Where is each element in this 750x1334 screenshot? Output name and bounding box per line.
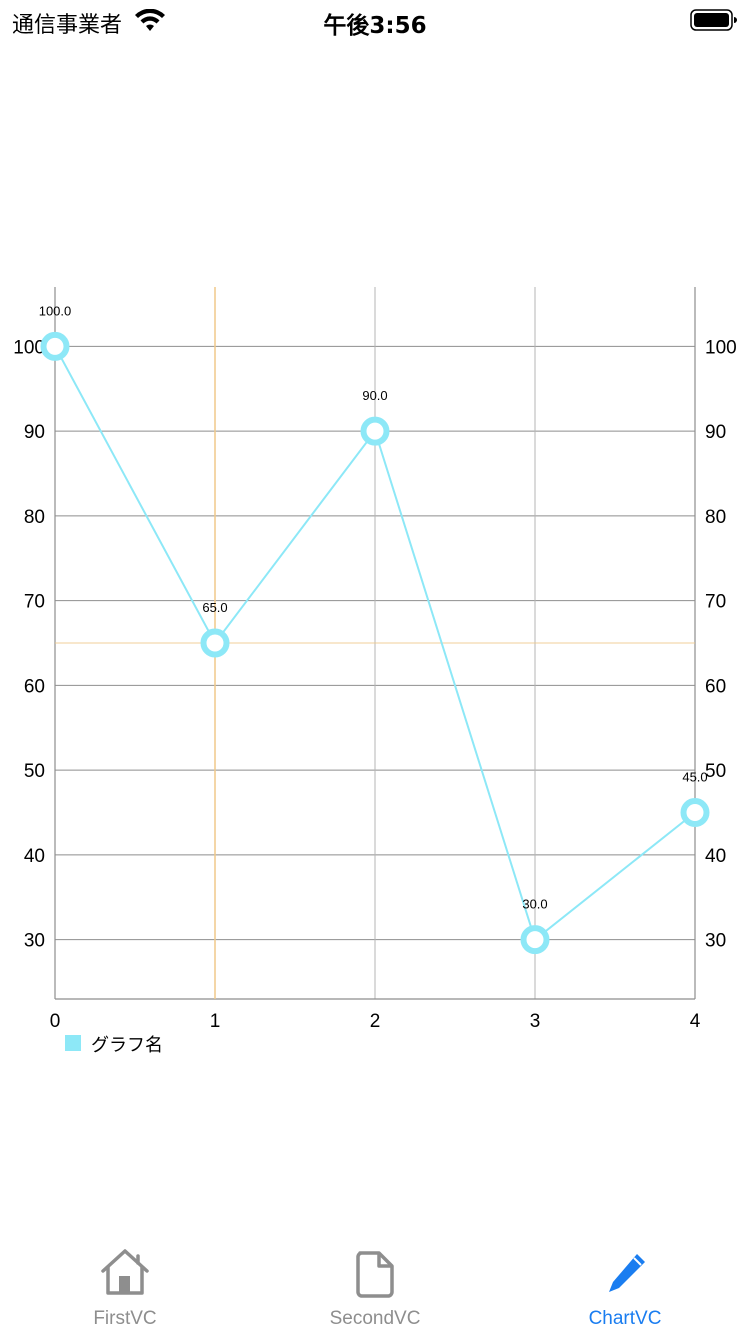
tab-first-vc[interactable]: FirstVC [0,1234,250,1334]
y-tick-label-right: 40 [705,846,726,867]
y-tick-label-right: 70 [705,592,726,613]
x-tick-label: 4 [690,1011,701,1032]
x-tick-label: 0 [50,1011,61,1032]
y-tick-label-right: 90 [705,422,726,443]
tab-label: SecondVC [329,1308,421,1329]
data-point [520,925,550,955]
wifi-icon [135,9,165,31]
tab-bar: FirstVC SecondVC ChartVC [0,1234,750,1334]
data-value-label: 45.0 [682,770,707,785]
status-bar: 通信事業者 午後3:56 [0,0,750,40]
chart-series [40,331,710,955]
x-tick-label: 2 [370,1011,381,1032]
y-tick-label-left: 50 [24,761,45,782]
pencil-icon [609,1254,645,1292]
y-tick-label-left: 60 [24,676,45,697]
data-value-label: 30.0 [522,897,547,912]
battery-icon [690,9,737,31]
legend-swatch [65,1035,81,1051]
data-value-label: 90.0 [362,388,387,403]
document-icon [356,1251,394,1298]
y-tick-label-right: 80 [705,507,726,528]
data-value-label: 100.0 [39,303,72,318]
tab-second-vc[interactable]: SecondVC [250,1234,500,1334]
chart-axes: 30 30 40 40 50 50 60 60 70 70 80 80 90 90 100 100 0 1 2 3 4 [13,287,737,1032]
house-icon [101,1249,149,1295]
x-tick-label: 3 [530,1011,541,1032]
y-tick-label-right: 60 [705,676,726,697]
y-tick-label-left: 40 [24,846,45,867]
data-point [200,628,230,658]
data-point [40,331,70,361]
y-tick-label-left: 90 [24,422,45,443]
y-tick-label-left: 100 [13,337,45,358]
data-point [360,416,390,446]
tab-label: ChartVC [588,1308,662,1329]
chart-labels: 100.0 65.0 90.0 30.0 45.0 [39,303,708,911]
tab-chart-vc[interactable]: ChartVC [500,1234,750,1334]
legend-label: グラフ名 [91,1035,163,1056]
y-tick-label-right: 30 [705,931,726,952]
x-tick-label: 1 [210,1011,221,1032]
carrier-name: 通信事業者 [12,13,123,38]
y-tick-label-left: 80 [24,507,45,528]
y-tick-label-left: 30 [24,931,45,952]
y-tick-label-right: 100 [705,337,737,358]
status-time: 午後3:56 [323,13,427,39]
data-point [680,798,710,828]
y-tick-label-right: 50 [705,761,726,782]
data-value-label: 65.0 [202,600,227,615]
y-tick-label-left: 70 [24,592,45,613]
tab-label: FirstVC [93,1308,157,1329]
chart-legend: グラフ名 [65,1035,163,1056]
